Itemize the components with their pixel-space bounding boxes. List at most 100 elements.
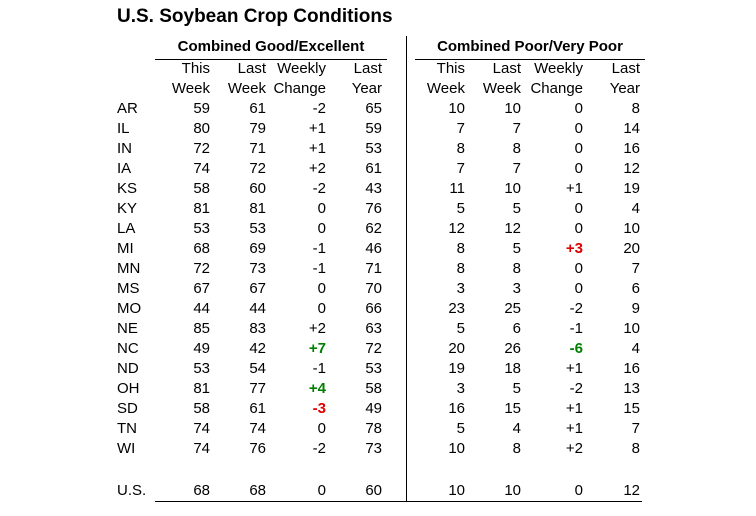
table-cell-pvp: 0 (574, 260, 583, 277)
state-label: SD (117, 400, 138, 417)
state-label: MO (117, 300, 142, 317)
table-cell-ge: 49 (365, 400, 382, 417)
table-cell-ge: 62 (365, 220, 382, 237)
table-cell-ge: 42 (249, 340, 266, 357)
column-header-pvp-line2: Week (482, 80, 521, 97)
table-cell-ge: +1 (308, 140, 326, 157)
table-cell-pvp: 8 (631, 100, 640, 117)
state-label: MS (117, 280, 140, 297)
table-cell-pvp: 9 (631, 300, 640, 317)
table-cell-pvp: 7 (456, 120, 465, 137)
table-cell-ge: 59 (193, 100, 210, 117)
table-cell-ge: 65 (365, 100, 382, 117)
table-cell-ge: 66 (365, 300, 382, 317)
table-cell-pvp: +1 (565, 180, 583, 197)
table-cell-pvp: 0 (574, 280, 583, 297)
table-cell-ge: 61 (249, 100, 266, 117)
state-label: WI (117, 440, 136, 457)
table-cell-ge: -1 (312, 360, 326, 377)
table-cell-ge: 73 (365, 440, 382, 457)
state-label: IA (117, 160, 132, 177)
table-cell-pvp: 19 (623, 180, 640, 197)
table-cell-pvp: -1 (569, 320, 583, 337)
column-divider (406, 36, 407, 501)
table-cell-ge: 81 (193, 380, 210, 397)
table-cell-ge: 0 (317, 280, 326, 297)
table-cell-ge: 73 (249, 260, 266, 277)
column-header-pvp-line1: Last (611, 60, 640, 77)
table-cell-pvp: 7 (631, 420, 640, 437)
table-cell-ge: -2 (312, 180, 326, 197)
table-cell-pvp: -2 (569, 380, 583, 397)
table-cell-pvp: 20 (448, 340, 465, 357)
table-cell-pvp: 7 (631, 260, 640, 277)
table-cell-ge: 53 (365, 360, 382, 377)
table-bottom-rule (155, 501, 642, 502)
column-header-pvp-line2: Year (609, 80, 640, 97)
table-cell-pvp: 16 (623, 140, 640, 157)
column-header-pvp-line2: Change (530, 80, 583, 97)
table-cell-pvp: -6 (569, 340, 583, 357)
table-cell-ge: 0 (317, 220, 326, 237)
table-cell-pvp: 10 (448, 100, 465, 117)
table-cell-ge: 67 (249, 280, 266, 297)
table-cell-pvp: 5 (456, 420, 465, 437)
table-cell-pvp: 5 (456, 200, 465, 217)
table-cell-pvp: 10 (623, 220, 640, 237)
table-cell-pvp: +1 (565, 360, 583, 377)
table-cell-ge: +7 (308, 340, 326, 357)
column-header-ge-line2: Year (351, 80, 382, 97)
table-cell-pvp: 0 (574, 100, 583, 117)
table-cell-pvp: 8 (631, 440, 640, 457)
state-label: NC (117, 340, 139, 357)
table-cell-ge: +2 (308, 160, 326, 177)
table-cell-ge: 60 (249, 180, 266, 197)
column-header-ge-line2: Week (171, 80, 210, 97)
state-label: LA (117, 220, 136, 237)
table-cell-ge: 43 (365, 180, 382, 197)
page-title: U.S. Soybean Crop Conditions (117, 6, 393, 27)
group-underline-good (155, 59, 387, 60)
table-cell-ge: -1 (312, 260, 326, 277)
table-cell-ge: 68 (249, 482, 266, 499)
table-cell-pvp: 0 (574, 140, 583, 157)
table-cell-ge: 59 (365, 120, 382, 137)
table-cell-ge: 76 (365, 200, 382, 217)
table-cell-ge: 58 (193, 400, 210, 417)
table-cell-ge: 85 (193, 320, 210, 337)
table-cell-pvp: 8 (512, 440, 521, 457)
table-cell-ge: 0 (317, 482, 326, 499)
table-cell-pvp: 12 (623, 482, 640, 499)
state-label: KS (117, 180, 138, 197)
table-cell-ge: 0 (317, 200, 326, 217)
table-cell-ge: 78 (365, 420, 382, 437)
table-cell-pvp: 14 (623, 120, 640, 137)
table-cell-pvp: 0 (574, 482, 583, 499)
table-cell-ge: 72 (249, 160, 266, 177)
table-cell-pvp: 7 (456, 160, 465, 177)
table-cell-pvp: 3 (512, 280, 521, 297)
state-label: TN (117, 420, 137, 437)
table-cell-ge: 53 (193, 220, 210, 237)
table-cell-ge: +1 (308, 120, 326, 137)
table-cell-ge: 58 (365, 380, 382, 397)
table-cell-pvp: 10 (504, 482, 521, 499)
table-cell-ge: 60 (365, 482, 382, 499)
state-label: AR (117, 100, 138, 117)
table-cell-pvp: 10 (504, 100, 521, 117)
group-header-poor-very-poor: Combined Poor/Very Poor (437, 38, 623, 55)
table-cell-pvp: 23 (448, 300, 465, 317)
table-cell-ge: 74 (193, 440, 210, 457)
table-cell-ge: 44 (249, 300, 266, 317)
state-label: IN (117, 140, 132, 157)
table-cell-pvp: 5 (512, 380, 521, 397)
table-cell-ge: 54 (249, 360, 266, 377)
table-cell-pvp: 4 (631, 200, 640, 217)
table-cell-ge: -1 (312, 240, 326, 257)
table-cell-pvp: 8 (456, 260, 465, 277)
state-label: IL (117, 120, 130, 137)
column-header-pvp-line2: Week (426, 80, 465, 97)
table-cell-ge: 53 (365, 140, 382, 157)
table-cell-pvp: 16 (623, 360, 640, 377)
table-cell-ge: -2 (312, 100, 326, 117)
